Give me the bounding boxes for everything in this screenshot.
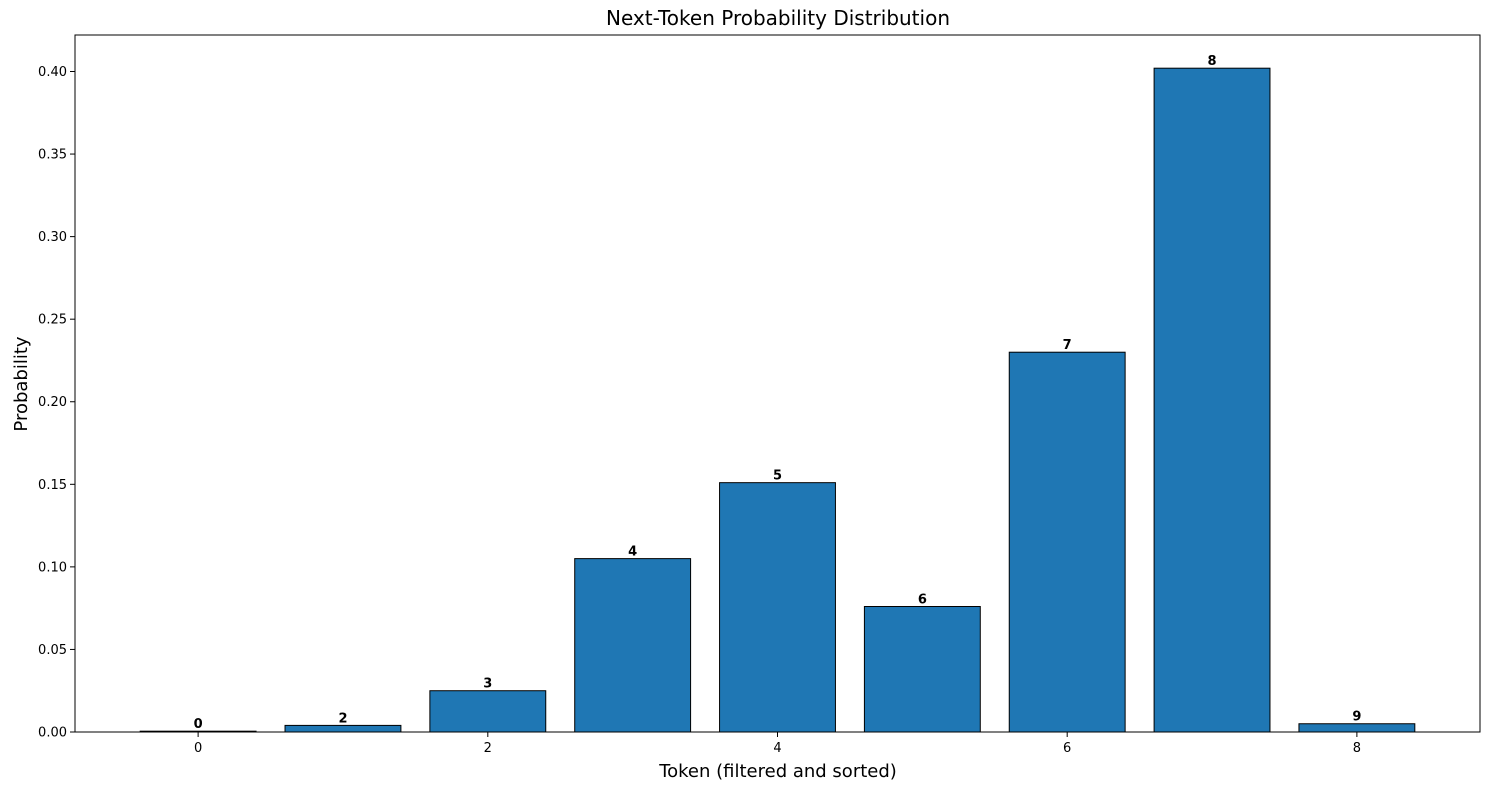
x-tick-label-1: 2 [484,741,492,756]
bar-7 [1153,67,1271,733]
chart-title: Next-Token Probability Distribution [606,6,950,30]
bar-value-label-0: 0 [194,717,203,732]
y-axis-label: Probability [11,336,32,431]
y-tick-label-2: 0.10 [38,560,67,575]
bar-value-label-5: 6 [918,593,927,608]
x-tick-label-3: 6 [1063,741,1071,756]
bar-value-label-2: 3 [483,677,492,692]
bar-value-label-4: 5 [773,469,782,484]
bar-labels-group: 0 2 3 4 5 6 7 8 9 [194,54,1362,732]
x-tick-label-2: 4 [773,741,781,756]
bar-value-label-6: 7 [1063,338,1072,353]
y-tick-label-3: 0.15 [38,478,67,493]
y-tick-label-5: 0.25 [38,313,67,328]
bar-8 [1298,723,1416,733]
bar-6 [1008,351,1126,733]
y-tick-label-7: 0.35 [38,148,67,163]
y-axis-ticks: 0.00 0.05 0.10 0.15 0.20 0.25 0.30 0.35 0.40 [38,65,75,741]
bar-value-label-8: 9 [1352,710,1361,725]
x-axis-label: Token (filtered and sorted) [658,761,897,782]
plot-frame [74,34,1481,733]
y-tick-label-0: 0.00 [38,726,67,741]
bar-2 [429,690,547,733]
y-tick-label-4: 0.20 [38,395,67,410]
x-axis-ticks: 0 2 4 6 8 [194,732,1361,756]
y-tick-label-8: 0.40 [38,65,67,80]
bar-value-label-1: 2 [338,711,347,726]
y-tick-label-1: 0.05 [38,643,67,658]
x-tick-label-0: 0 [194,741,202,756]
bar-4 [719,482,836,733]
bar-5 [863,606,981,733]
bar-value-label-7: 8 [1208,54,1217,69]
bar-3 [574,558,692,733]
x-tick-label-4: 8 [1353,741,1361,756]
bars-group [139,67,1416,733]
bar-value-label-3: 4 [628,545,637,560]
y-tick-label-6: 0.30 [38,230,67,245]
